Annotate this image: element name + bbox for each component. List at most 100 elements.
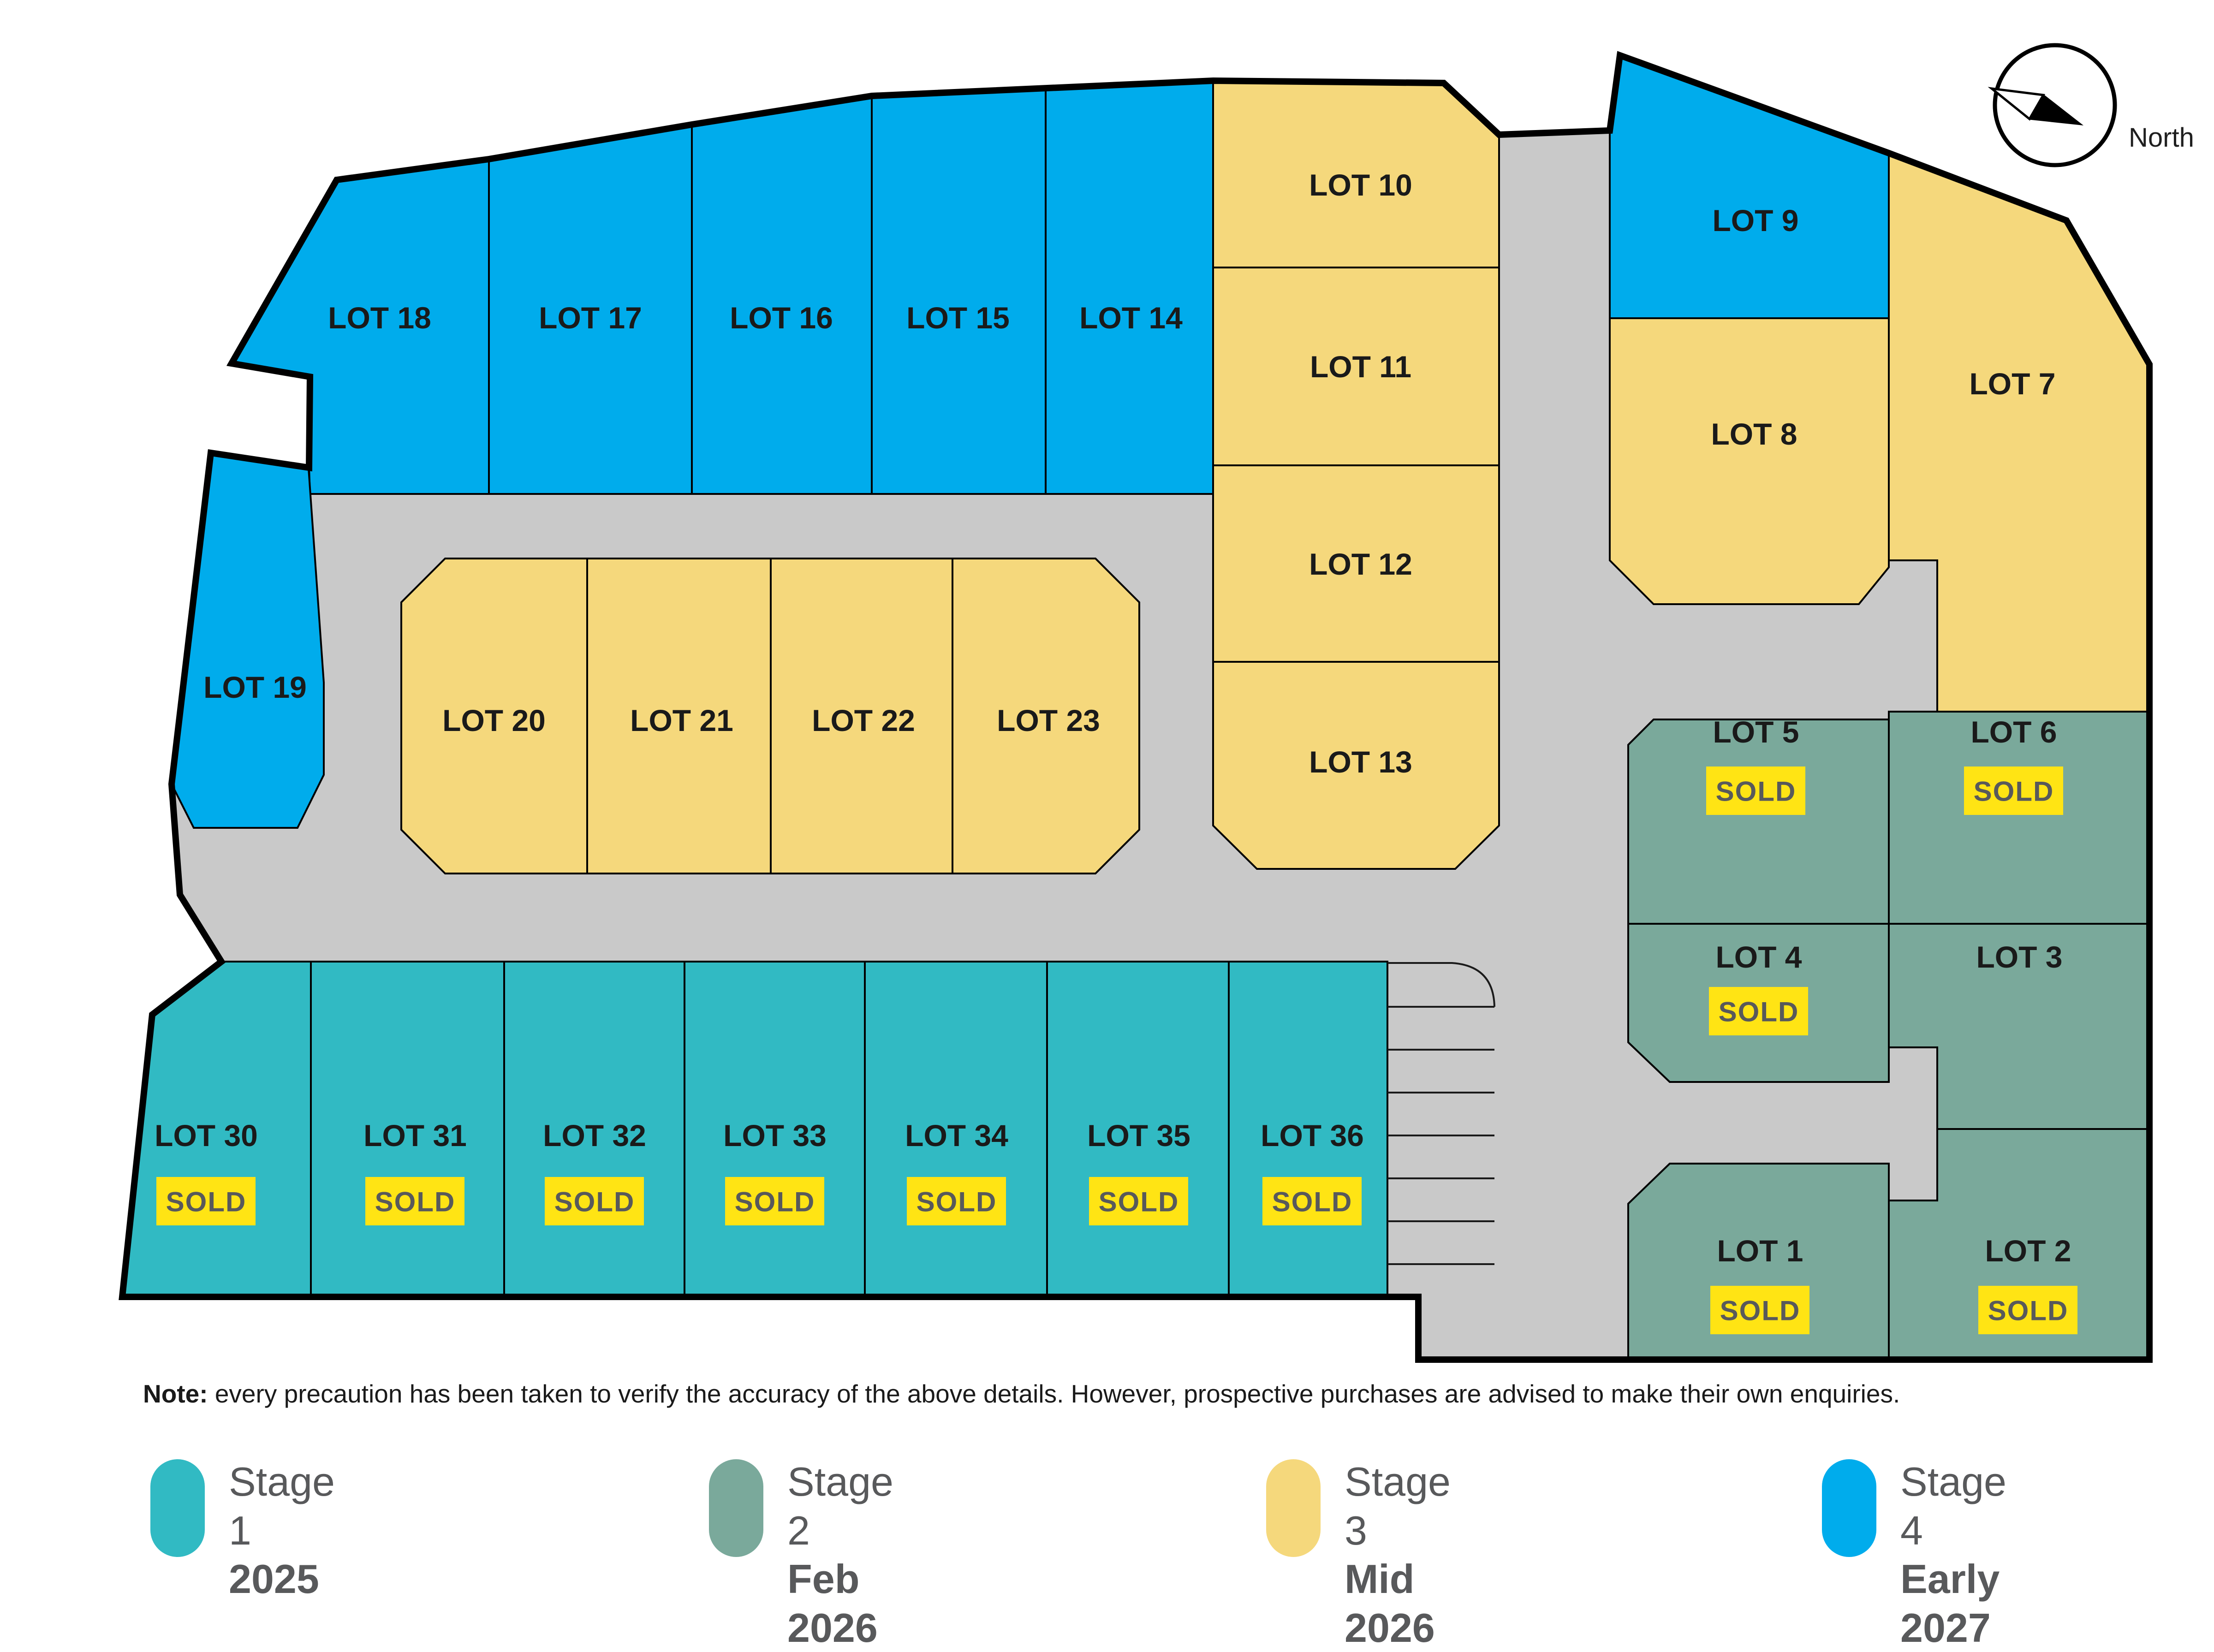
svg-text:SOLD: SOLD: [1099, 1187, 1179, 1218]
stage1-swatch: [150, 1459, 205, 1557]
north-label: North: [2129, 123, 2194, 153]
lot-35-label: LOT 35: [1087, 1118, 1190, 1153]
lot-31-label: LOT 31: [363, 1118, 467, 1153]
lot-1: LOT 1 SOLD: [1627, 1163, 1890, 1361]
lot-1-sold-badge: SOLD: [1710, 1286, 1809, 1334]
lot-17-label: LOT 17: [539, 301, 642, 335]
stage2-date: Feb 2026: [787, 1556, 878, 1651]
lot-12: LOT 12: [1212, 464, 1500, 663]
lot-16: LOT 16: [691, 95, 873, 495]
stage3-date: Mid 2026: [1345, 1556, 1435, 1651]
lot-33-label: LOT 33: [723, 1118, 827, 1153]
lot-2-sold-badge: SOLD: [1978, 1286, 2077, 1334]
lot-6-sold-badge: SOLD: [1964, 767, 2063, 815]
lot-1-label: LOT 1: [1717, 1234, 1803, 1268]
lot-17: LOT 17: [488, 123, 693, 495]
lot-6-label: LOT 6: [1970, 715, 2057, 749]
lot-4: LOT 4 SOLD: [1627, 923, 1890, 1083]
lot-2-label: LOT 2: [1985, 1234, 2071, 1268]
lot-9-label: LOT 9: [1712, 203, 1798, 238]
svg-text:SOLD: SOLD: [1719, 997, 1799, 1028]
lot-35-sold-badge: SOLD: [1089, 1177, 1188, 1225]
lot-18-label: LOT 18: [328, 301, 431, 335]
lot-16-label: LOT 16: [730, 301, 833, 335]
lot-19-label: LOT 19: [203, 670, 307, 704]
lot-7-label: LOT 7: [1969, 367, 2055, 401]
lot-30-label: LOT 30: [155, 1118, 258, 1153]
note-text: every precaution has been taken to verif…: [208, 1379, 1900, 1408]
svg-text:SOLD: SOLD: [1716, 776, 1797, 807]
disclaimer-note: Note: every precaution has been taken to…: [143, 1379, 2126, 1408]
lot-36-sold-badge: SOLD: [1262, 1177, 1362, 1225]
subdivision-map: LOT 18 LOT 17 LOT 16 LOT 15 LOT 14 LOT 1…: [119, 43, 2194, 1363]
lot-20: LOT 20: [400, 558, 588, 874]
lot-14-label: LOT 14: [1079, 301, 1183, 335]
lot-36: LOT 36 SOLD: [1228, 961, 1388, 1298]
lot-19: LOT 19: [170, 452, 325, 829]
lot-14: LOT 14: [1045, 79, 1214, 495]
lot-30: LOT 30 SOLD: [121, 961, 312, 1298]
lot-5: LOT 5 SOLD: [1627, 715, 1890, 925]
svg-text:SOLD: SOLD: [1974, 776, 2054, 807]
lot-34-label: LOT 34: [905, 1118, 1008, 1153]
stage4-name: Stage 4: [1900, 1459, 2006, 1553]
lot-20-label: LOT 20: [442, 703, 546, 737]
stage3-name: Stage 3: [1345, 1459, 1451, 1553]
lot-6: LOT 6 SOLD: [1888, 711, 2150, 925]
lot-21: LOT 21: [586, 558, 772, 874]
lot-34: LOT 34 SOLD: [864, 961, 1048, 1298]
stage4-swatch: [1822, 1459, 1876, 1557]
note-prefix: Note:: [143, 1379, 208, 1408]
lot-9: LOT 9: [1609, 54, 1890, 319]
lot-3-label: LOT 3: [1976, 940, 2062, 974]
stage3-swatch: [1266, 1459, 1321, 1557]
lot-5-sold-badge: SOLD: [1706, 767, 1805, 815]
lot-22: LOT 22: [770, 558, 953, 874]
svg-text:SOLD: SOLD: [1720, 1295, 1801, 1326]
compass: North: [1988, 43, 2194, 167]
svg-text:SOLD: SOLD: [166, 1187, 247, 1218]
lot-8: LOT 8: [1609, 317, 1890, 605]
lot-34-sold-badge: SOLD: [907, 1177, 1006, 1225]
stage1-date: 2025: [229, 1556, 319, 1602]
lot-23-label: LOT 23: [997, 703, 1100, 737]
lot-33-sold-badge: SOLD: [725, 1177, 824, 1225]
lot-31: LOT 31 SOLD: [310, 961, 505, 1298]
lot-32-sold-badge: SOLD: [545, 1177, 644, 1225]
svg-text:SOLD: SOLD: [917, 1187, 997, 1218]
lot-10-label: LOT 10: [1309, 168, 1412, 202]
lot-36-label: LOT 36: [1261, 1118, 1364, 1153]
lot-31-sold-badge: SOLD: [365, 1177, 464, 1225]
lot-12-label: LOT 12: [1309, 547, 1412, 581]
svg-text:SOLD: SOLD: [735, 1187, 815, 1218]
lot-30-sold-badge: SOLD: [156, 1177, 256, 1225]
lot-32: LOT 32 SOLD: [503, 961, 685, 1298]
lot-33: LOT 33 SOLD: [684, 961, 866, 1298]
lot-4-label: LOT 4: [1715, 940, 1802, 974]
lot-15-label: LOT 15: [906, 301, 1010, 335]
parking-bays: [1387, 962, 1495, 1265]
lot-10: LOT 10: [1212, 79, 1500, 268]
svg-text:SOLD: SOLD: [1272, 1187, 1353, 1218]
lot-13-label: LOT 13: [1309, 745, 1412, 779]
lot-32-label: LOT 32: [543, 1118, 646, 1153]
stage4-date: Early 2027: [1900, 1556, 2000, 1651]
lot-21-label: LOT 21: [630, 703, 733, 737]
lot-11-label: LOT 11: [1310, 350, 1411, 384]
lot-11: LOT 11: [1212, 267, 1500, 466]
lot-5-label: LOT 5: [1713, 715, 1799, 749]
lot-35: LOT 35 SOLD: [1046, 961, 1230, 1298]
estate-boundary: [119, 51, 2153, 1363]
lot-4-sold-badge: SOLD: [1709, 987, 1808, 1035]
stage2-name: Stage 2: [787, 1459, 893, 1553]
stage2-swatch: [709, 1459, 763, 1557]
svg-text:SOLD: SOLD: [554, 1187, 635, 1218]
lot-18: LOT 18: [230, 158, 490, 495]
legend: Stage 1 2025 Stage 2 Feb 2026 Stage 3 Mi…: [0, 1457, 2214, 1651]
svg-text:SOLD: SOLD: [1988, 1295, 2069, 1326]
lot-22-label: LOT 22: [812, 703, 915, 737]
stage1-name: Stage 1: [229, 1459, 335, 1553]
lot-13: LOT 13: [1212, 661, 1500, 870]
lot-2: LOT 2 SOLD: [1888, 1128, 2150, 1361]
lot-23: LOT 23: [952, 558, 1140, 874]
